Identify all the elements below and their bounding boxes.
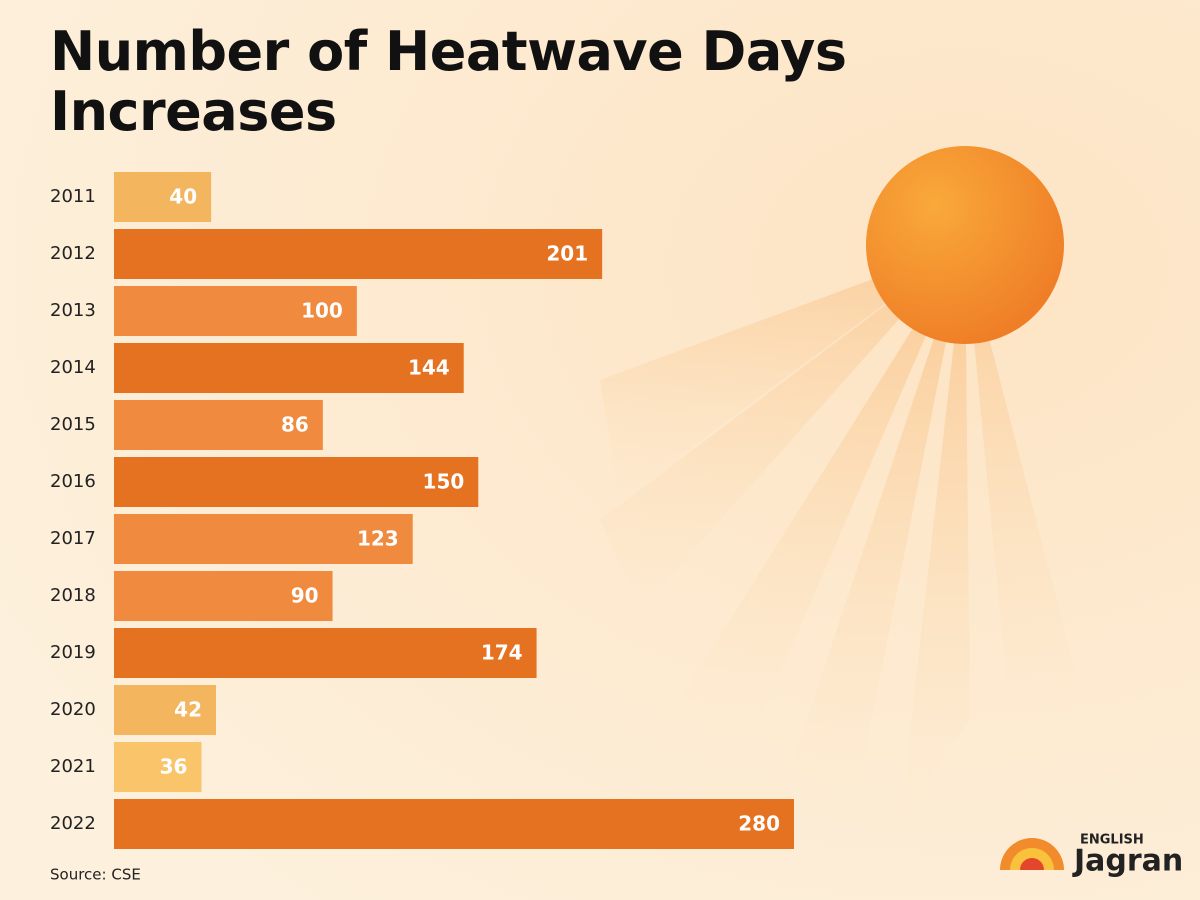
bar <box>114 172 212 222</box>
y-tick-label: 2014 <box>50 357 96 378</box>
bar <box>114 628 537 678</box>
value-label: 201 <box>546 242 588 266</box>
y-tick-label: 2011 <box>50 186 96 207</box>
value-label: 42 <box>174 698 202 722</box>
bar <box>114 571 333 621</box>
y-tick-label: 2012 <box>50 243 96 264</box>
y-tick-label: 2020 <box>50 699 96 720</box>
source: Source: CSE <box>50 866 141 884</box>
value-label: 100 <box>301 299 343 323</box>
y-tick-label: 2017 <box>50 528 96 549</box>
chart-title: Number of Heatwave Days Increases <box>50 20 847 143</box>
value-label: 150 <box>423 470 465 494</box>
value-label: 36 <box>160 755 188 779</box>
y-tick-label: 2016 <box>50 471 96 492</box>
value-label: 40 <box>169 185 197 209</box>
value-label: 144 <box>408 356 450 380</box>
logo-icon <box>1000 838 1064 870</box>
y-tick-label: 2013 <box>50 300 96 321</box>
y-tick-label: 2021 <box>50 756 96 777</box>
y-tick-label: 2015 <box>50 414 96 435</box>
logo-top: ENGLISH <box>1080 833 1144 848</box>
bar <box>114 400 323 450</box>
value-label: 86 <box>281 413 309 437</box>
bar <box>114 799 794 849</box>
sun <box>866 146 1064 344</box>
bar <box>114 286 357 336</box>
bar <box>114 343 464 393</box>
y-tick-label: 2019 <box>50 642 96 663</box>
bar <box>114 229 603 279</box>
sun-rays <box>600 245 1080 820</box>
bar <box>114 514 413 564</box>
bar <box>114 457 479 507</box>
value-label: 280 <box>738 812 780 836</box>
y-tick-label: 2022 <box>50 813 96 834</box>
logo-name: Jagran <box>1072 844 1183 879</box>
bar <box>114 685 216 735</box>
value-label: 123 <box>357 527 399 551</box>
value-label: 90 <box>291 584 319 608</box>
bar <box>114 742 202 792</box>
value-label: 174 <box>481 641 523 665</box>
y-tick-label: 2018 <box>50 585 96 606</box>
